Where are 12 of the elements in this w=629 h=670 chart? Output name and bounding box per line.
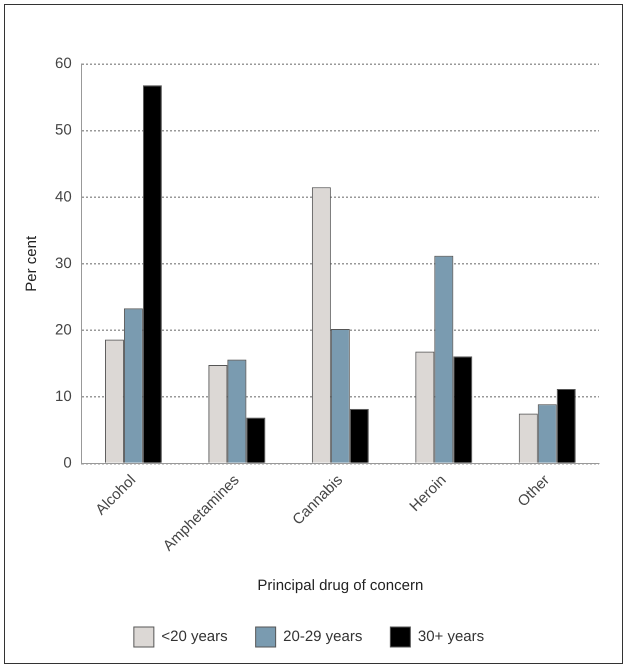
y-tick-label: 40	[54, 188, 72, 206]
y-tick-label: 60	[54, 55, 72, 72]
y-tick-label: 30	[54, 254, 72, 272]
y-tick-label: 50	[54, 122, 72, 139]
y-tick-label: 0	[63, 454, 72, 472]
x-axis-title: Principal drug of concern	[257, 577, 424, 594]
legend-label: 20-29 years	[283, 628, 362, 646]
y-tick-label: 10	[54, 388, 72, 406]
y-axis-title: Per cent	[23, 235, 40, 292]
legend-label: 30+ years	[418, 628, 484, 646]
y-tick-label: 20	[54, 321, 72, 338]
legend-label: <20 years	[161, 628, 228, 646]
